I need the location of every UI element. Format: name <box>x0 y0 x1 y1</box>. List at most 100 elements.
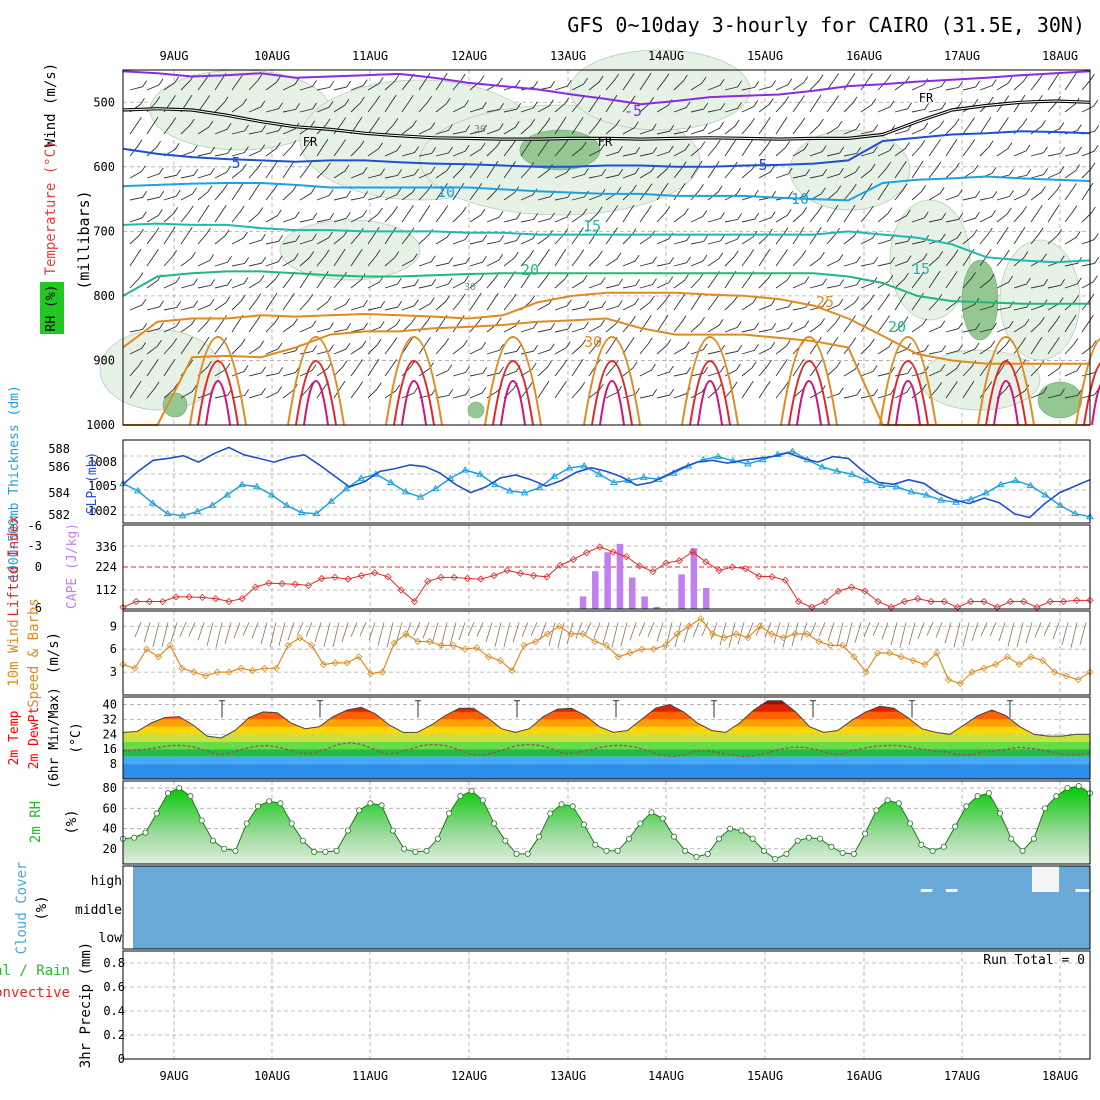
wind-barb <box>911 366 929 377</box>
wind-barb-10m <box>323 622 331 648</box>
surface-isotherm <box>591 360 633 426</box>
wind-barb <box>656 206 671 223</box>
wind-barb <box>690 343 708 355</box>
wind-barb <box>214 362 231 377</box>
rh-tick: 80 <box>103 781 117 795</box>
lifted-index-point <box>596 543 604 551</box>
wind-barb <box>792 226 805 245</box>
lifted-index-point <box>1006 597 1015 606</box>
wind-barb <box>503 139 517 157</box>
wind-barb <box>979 273 995 289</box>
wind-barb <box>401 227 415 245</box>
wind-barb <box>673 367 692 377</box>
wind-barb <box>554 272 569 289</box>
panel-frame <box>122 865 1091 950</box>
wind-barb <box>350 166 368 179</box>
surface-isotherm <box>295 360 337 426</box>
wind-barb <box>333 80 352 91</box>
wind-barb <box>826 336 839 355</box>
wind-barb <box>180 385 197 399</box>
wind-barb <box>452 99 469 113</box>
wind-barb <box>928 251 944 267</box>
rh-point <box>907 820 914 827</box>
wind-barb <box>367 95 381 113</box>
wind-barb <box>384 144 402 157</box>
wind-speed-point <box>968 668 976 676</box>
wind-barb <box>554 228 569 245</box>
rh-point <box>221 845 228 852</box>
wind-barb <box>673 143 690 157</box>
temp-band <box>123 749 1090 757</box>
wind-barb <box>758 191 777 201</box>
wind-speed-point <box>319 660 328 669</box>
wind-barb <box>673 208 689 223</box>
wind-barb <box>911 234 930 245</box>
thickness-axis-label: 1000~500mb Thickness (dm) <box>7 385 22 581</box>
rh-point <box>873 807 880 814</box>
wind-barb <box>1064 338 1079 355</box>
wind-barb-10m <box>1043 622 1051 636</box>
wind-barb <box>418 278 437 289</box>
wind-barb <box>588 319 605 333</box>
cloud-clear-gap <box>1075 889 1093 892</box>
wind-barb <box>1081 315 1094 333</box>
wind-barb <box>1047 315 1061 333</box>
wind-barb <box>520 138 533 157</box>
wind-barb <box>775 322 793 333</box>
wind-barb <box>1064 183 1077 201</box>
wind-barb <box>775 116 788 135</box>
panel-frame <box>122 524 1091 610</box>
wind-barb <box>792 250 807 267</box>
wind-barb <box>877 100 895 113</box>
wind-barb <box>163 189 181 201</box>
wind-speed-point <box>520 641 528 649</box>
wind-barb <box>673 274 689 289</box>
wind-barb <box>401 120 417 135</box>
isotherm-label: 20 <box>888 318 906 336</box>
wind-barb <box>826 227 840 245</box>
wind-barb-10m <box>1052 622 1060 640</box>
wind-barb <box>758 98 774 113</box>
wind-barb-10m <box>737 622 745 645</box>
isotherm-label: 20 <box>521 261 539 279</box>
wind-speed-point <box>143 645 151 653</box>
date-label-top: 9AUG <box>160 49 189 63</box>
wind-speed-point <box>992 660 1000 669</box>
cape-bar <box>604 552 611 609</box>
wind-barb <box>486 140 501 157</box>
wind-barb <box>231 294 246 311</box>
rh-point <box>952 823 959 830</box>
wind-barb <box>792 207 808 223</box>
wind-barb <box>741 81 760 91</box>
wind-barb-10m <box>314 622 322 643</box>
wind-barb <box>962 211 980 223</box>
wind-speed-point <box>885 649 894 657</box>
cloud-clear-gap <box>945 889 958 892</box>
wind-barb <box>367 358 380 377</box>
wind-barb <box>282 140 297 157</box>
wind-barb <box>639 337 653 355</box>
wind-barb <box>962 271 976 289</box>
wind-barb <box>724 381 738 399</box>
thickness-point <box>892 482 901 490</box>
thickness-point <box>1056 501 1065 508</box>
surface-isotherm <box>1075 337 1100 426</box>
rh-point <box>322 848 329 855</box>
wind-barb <box>622 167 640 179</box>
wind-barb <box>792 117 806 135</box>
wind-barb-10m <box>980 622 988 637</box>
wind-barb <box>452 293 466 311</box>
wind-barb <box>1081 233 1099 245</box>
wind-barb <box>231 163 247 179</box>
temp-tick: 8 <box>110 757 117 771</box>
surface-isotherm <box>895 380 921 426</box>
lifted-index-point <box>622 553 630 561</box>
wind-barb <box>656 314 669 333</box>
rh-point <box>254 803 261 810</box>
wind-barb <box>707 234 725 245</box>
rh-shading <box>789 129 911 211</box>
wind-speed-point <box>485 653 493 661</box>
thickness-point <box>848 470 856 477</box>
wind-barb <box>554 248 567 267</box>
wind-barb <box>1081 99 1099 113</box>
